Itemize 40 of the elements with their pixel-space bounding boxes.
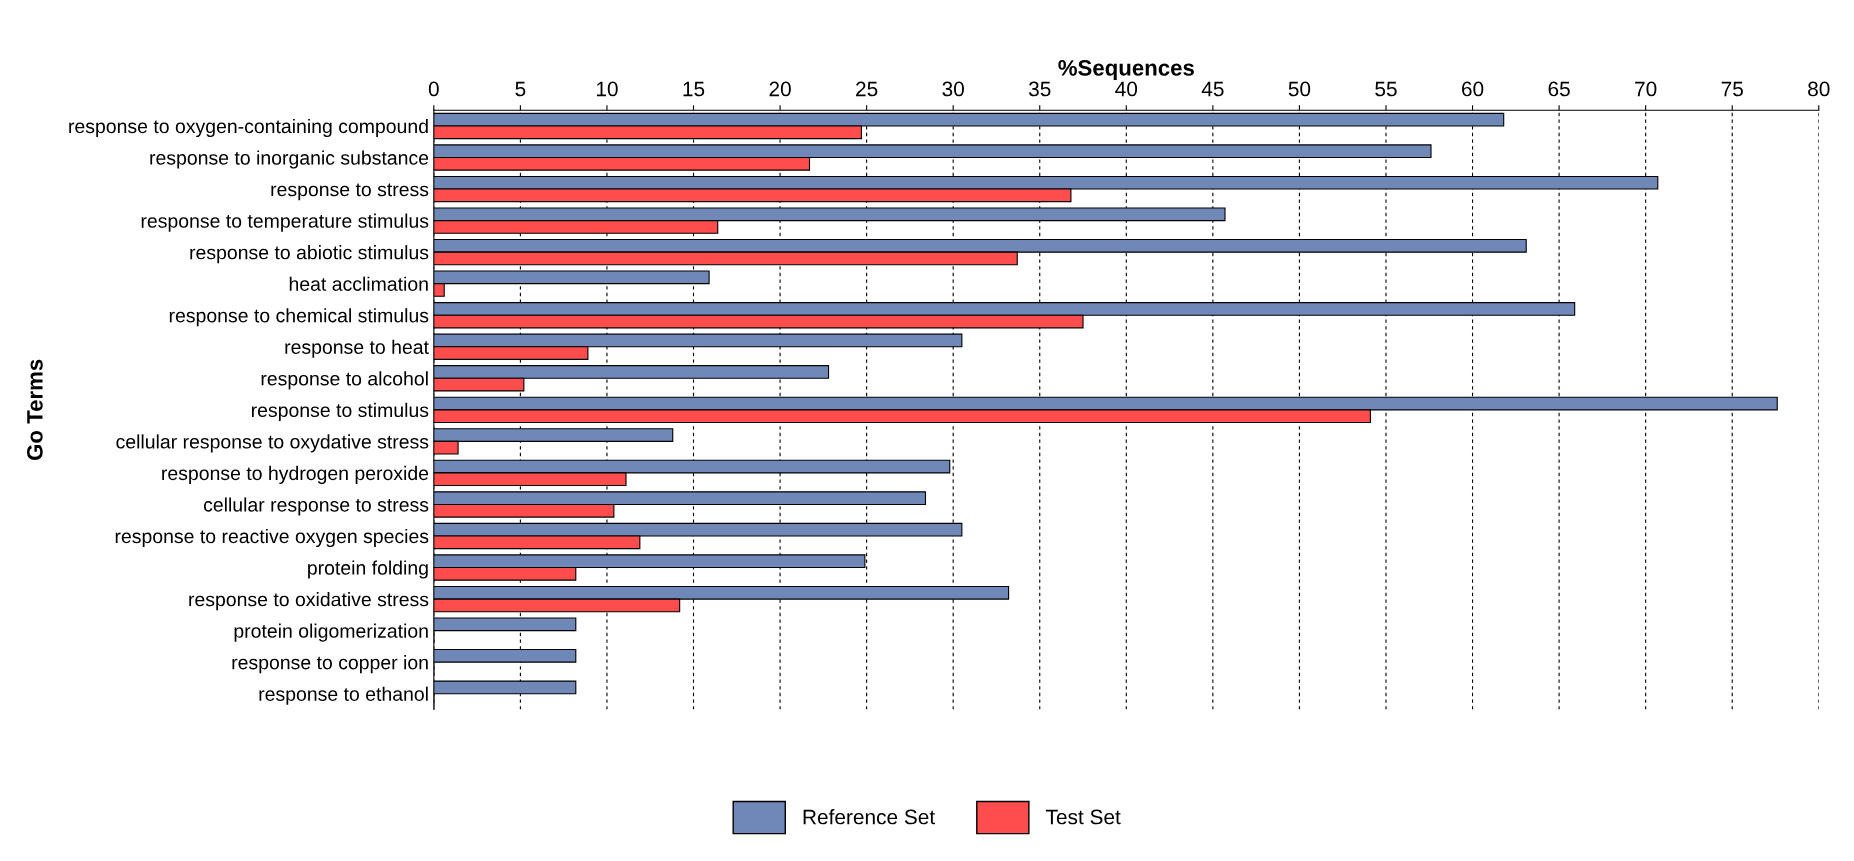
- y-tick-label: response to oxygen-containing compound: [69, 118, 428, 138]
- y-tick-label: heat acclimation: [289, 276, 428, 291]
- y-tick-label: response to hydrogen peroxide: [162, 465, 429, 484]
- x-tick-label: 55: [1375, 81, 1397, 97]
- y-tick-label: response to stress: [271, 183, 429, 201]
- x-tick-label: 20: [769, 81, 791, 97]
- y-tick-label: protein folding: [308, 560, 428, 579]
- y-tick-label: response to chemical stimulus: [169, 308, 429, 327]
- x-tick-label: 30: [942, 81, 964, 97]
- x-tick-label: 80: [1808, 81, 1830, 97]
- x-tick-label: 10: [596, 81, 618, 97]
- y-tick-label: response to stimulus: [251, 402, 429, 421]
- y-tick-label: response to alcohol: [261, 371, 428, 390]
- x-tick-label: 75: [1721, 81, 1743, 97]
- y-axis-title: Go Terms: [27, 359, 43, 460]
- legend-label: Reference Set: [803, 809, 935, 825]
- legend-label: Test Set: [1046, 809, 1121, 825]
- y-tick-label: response to copper ion: [232, 655, 428, 674]
- y-tick-label: response to reactive oxygen species: [115, 528, 429, 548]
- y-tick-label: response to ethanol: [259, 686, 428, 705]
- x-tick-label: 5: [515, 81, 526, 97]
- y-tick-label: protein oligomerization: [234, 623, 428, 642]
- y-tick-label: response to temperature stimulus: [141, 213, 429, 232]
- y-tick-label: response to inorganic substance: [150, 150, 429, 169]
- x-tick-label: 65: [1548, 81, 1570, 97]
- x-tick-label: 15: [683, 81, 705, 97]
- x-tick-label: 40: [1115, 81, 1138, 97]
- x-tick-label: 0: [428, 81, 439, 97]
- x-tick-label: 50: [1288, 81, 1311, 97]
- x-tick-label: 35: [1028, 81, 1051, 97]
- y-tick-label: response to heat: [285, 339, 429, 358]
- y-tick-label: cellular response to stress: [203, 497, 429, 516]
- x-tick-label: 25: [856, 81, 878, 97]
- x-axis-title: %Sequences: [1058, 59, 1194, 81]
- x-tick-label: 45: [1201, 81, 1224, 97]
- x-tick-label: 60: [1462, 81, 1484, 97]
- x-tick-label: 70: [1635, 81, 1657, 97]
- y-tick-label: response to oxidative stress: [189, 592, 429, 611]
- y-tick-label: cellular response to oxydative stress: [116, 434, 429, 453]
- y-tick-label: response to abiotic stimulus: [190, 245, 429, 264]
